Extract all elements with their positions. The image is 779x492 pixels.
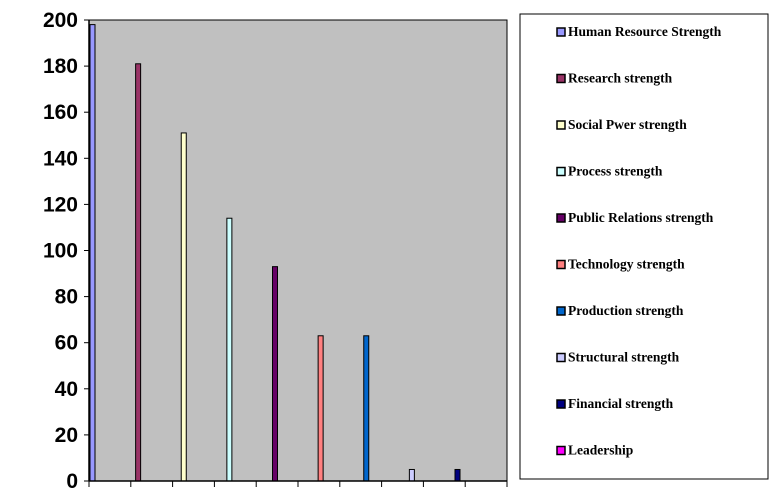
bar-process-strength	[226, 217, 233, 482]
legend-label: Financial strength	[568, 396, 674, 411]
bar-research-strength	[135, 63, 142, 482]
y-tick-label: 140	[43, 147, 78, 170]
legend-swatch	[556, 399, 566, 409]
bar-structural-strength	[408, 468, 415, 482]
legend-label: Leadership	[568, 443, 633, 458]
plot-area	[88, 19, 508, 482]
legend-label: Technology strength	[568, 257, 685, 272]
legend-swatch	[556, 306, 566, 316]
y-tick-label: 0	[66, 470, 78, 492]
legend-swatch	[556, 352, 566, 363]
y-tick-label: 180	[43, 55, 78, 78]
bar-technology-strength	[317, 335, 324, 482]
legend-swatch	[556, 27, 566, 37]
legend-swatch	[556, 166, 566, 177]
y-tick-label: 120	[43, 193, 78, 216]
legend-label: Social Pwer strength	[568, 117, 687, 132]
legend-label: Production strength	[568, 303, 684, 318]
bar-financial-strength	[454, 468, 461, 482]
legend-swatch	[556, 445, 566, 456]
y-tick-label: 80	[55, 286, 78, 309]
bar-production-strength	[363, 335, 370, 482]
legend-swatch	[556, 213, 566, 223]
y-tick-label: 200	[43, 9, 78, 32]
y-tick-label: 100	[43, 240, 78, 263]
legend-label: Structural strength	[568, 350, 680, 365]
legend-swatch	[556, 259, 566, 270]
y-tick-label: 40	[55, 378, 78, 401]
y-tick-label: 60	[55, 332, 78, 355]
bar-social-pwer-strength	[180, 132, 187, 482]
legend-swatch	[556, 73, 566, 84]
x-ticks-group	[88, 481, 508, 487]
bars-group	[89, 24, 461, 482]
y-tick-label: 20	[55, 424, 78, 447]
legend-label: Process strength	[568, 164, 663, 179]
legend-label: Research strength	[568, 71, 673, 86]
bar-human-resource-strength	[89, 24, 96, 482]
legend-swatch	[556, 120, 566, 130]
bar-public-relations-strength	[272, 266, 278, 482]
legend: Human Resource Strength Research strength…	[556, 24, 722, 458]
y-tick-label: 160	[43, 101, 78, 124]
legend-label: Human Resource Strength	[568, 24, 722, 39]
legend-label: Public Relations strength	[568, 210, 714, 225]
y-ticks-group: 0 20 40 60 80 100 120 140 160 180 200	[43, 9, 89, 492]
